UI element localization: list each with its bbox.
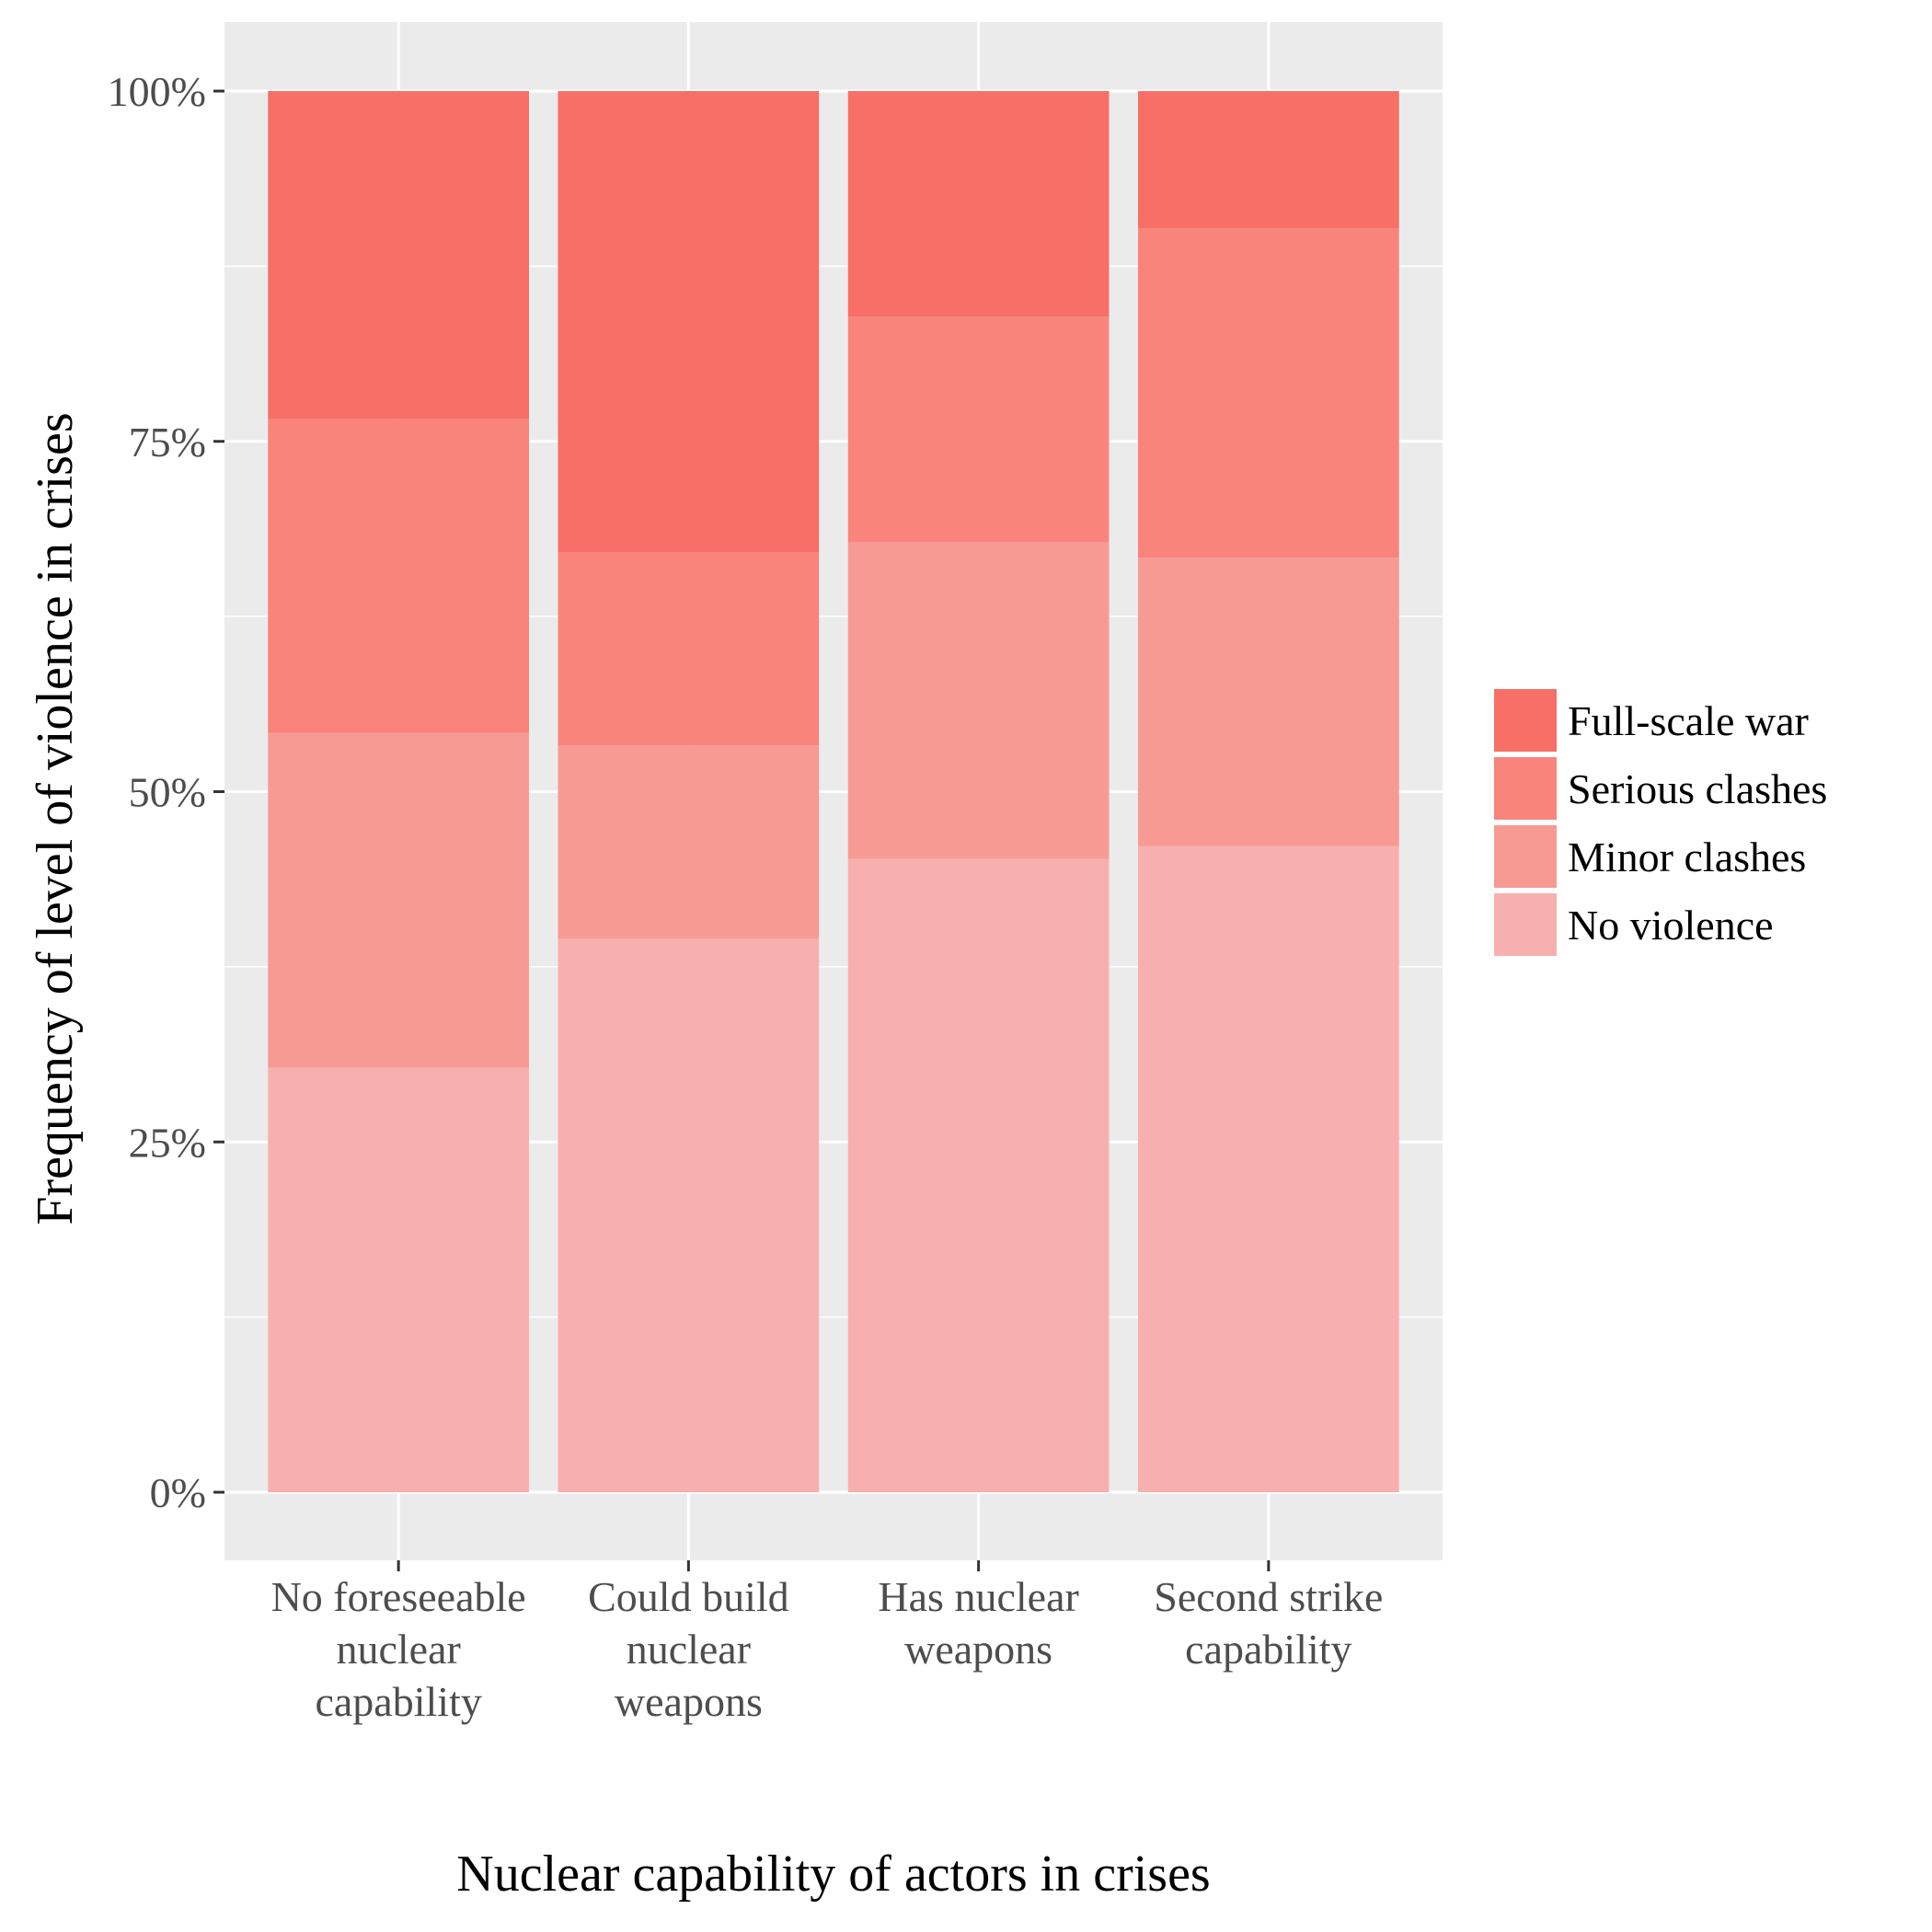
bar-segment-full-scale-war-3 xyxy=(1138,91,1399,229)
bar-segment-full-scale-war-0 xyxy=(268,91,529,420)
legend-label: Serious clashes xyxy=(1568,765,1827,812)
bar-segment-minor-clashes-2 xyxy=(847,542,1110,859)
y-tick-label: 50% xyxy=(129,769,206,816)
bar-segment-full-scale-war-1 xyxy=(558,91,820,553)
legend-label: No violence xyxy=(1568,902,1774,949)
legend-key-minor-clashes xyxy=(1494,825,1557,888)
bar-segment-serious-clashes-3 xyxy=(1138,228,1399,558)
bar-segment-minor-clashes-1 xyxy=(558,745,820,939)
y-tick-label: 100% xyxy=(108,68,206,115)
bar-segment-serious-clashes-1 xyxy=(558,552,820,746)
bar-segment-full-scale-war-2 xyxy=(847,91,1110,317)
y-tick-label: 75% xyxy=(129,419,206,466)
bar-segment-serious-clashes-2 xyxy=(847,316,1110,543)
bar-segment-no-violence-2 xyxy=(847,858,1110,1492)
x-tick-label: No foreseeable nuclear capability xyxy=(271,1573,526,1725)
x-axis: No foreseeable nuclear capability Could bui… xyxy=(271,1560,1383,1725)
bar-segment-minor-clashes-0 xyxy=(268,732,529,1068)
y-tick-label: 25% xyxy=(129,1119,206,1166)
legend-key-serious-clashes xyxy=(1494,757,1557,820)
y-axis-title: Frequency of level of violence in crises xyxy=(27,412,84,1225)
legend-key-full-scale-war xyxy=(1494,689,1557,752)
bar-segment-no-violence-1 xyxy=(558,938,820,1492)
legend-key-no-violence xyxy=(1494,893,1557,956)
x-axis-title: Nuclear capability of actors in crises xyxy=(456,1846,1210,1903)
legend-label: Minor clashes xyxy=(1568,834,1806,880)
x-tick-label: Could build nuclear weapons xyxy=(588,1573,789,1725)
legend-label: Full-scale war xyxy=(1568,697,1809,744)
x-tick-label: Has nuclear weapons xyxy=(878,1573,1078,1673)
legend: Full-scale war Serious clashes Minor clash… xyxy=(1494,689,1827,956)
bar-segment-serious-clashes-0 xyxy=(268,419,529,733)
x-tick-label: Second strike capability xyxy=(1154,1573,1383,1673)
bars xyxy=(268,91,1399,1492)
bar-segment-no-violence-3 xyxy=(1138,845,1399,1492)
y-axis: 0% 25% 50% 75% 100% xyxy=(108,68,224,1516)
bar-segment-no-violence-0 xyxy=(268,1067,529,1492)
bar-segment-minor-clashes-3 xyxy=(1138,558,1399,846)
y-tick-label: 0% xyxy=(150,1469,206,1516)
